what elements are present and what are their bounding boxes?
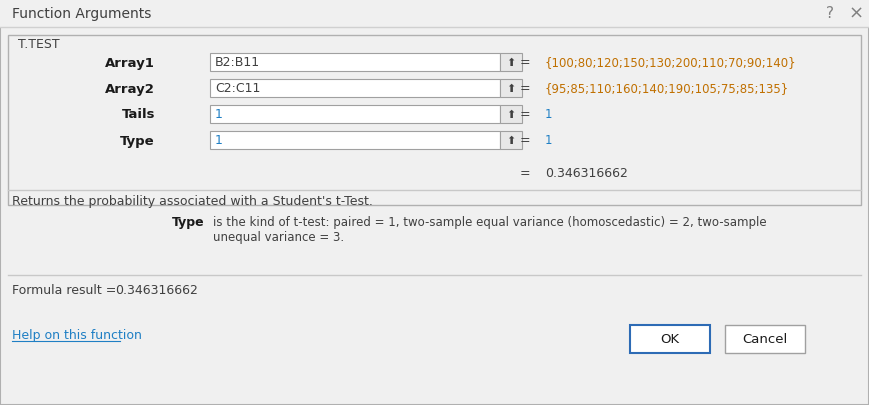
Text: Type: Type <box>121 134 155 147</box>
Bar <box>0 0 869 28</box>
Text: ⬆: ⬆ <box>507 136 515 146</box>
Text: ×: × <box>848 5 864 23</box>
Text: Tails: Tails <box>122 108 155 121</box>
Text: Help on this function: Help on this function <box>12 329 142 342</box>
Text: ⬆: ⬆ <box>507 110 515 120</box>
Bar <box>500 132 522 149</box>
Text: T.TEST: T.TEST <box>18 37 60 50</box>
Text: unequal variance = 3.: unequal variance = 3. <box>213 231 344 244</box>
Text: 1: 1 <box>545 134 553 147</box>
Text: =: = <box>520 134 530 147</box>
Bar <box>210 80 500 98</box>
Text: =: = <box>520 167 530 180</box>
Text: =: = <box>520 82 530 95</box>
Bar <box>210 106 500 124</box>
Text: Function Arguments: Function Arguments <box>12 7 151 21</box>
Text: ⬆: ⬆ <box>507 84 515 94</box>
Bar <box>500 106 522 124</box>
Bar <box>210 54 500 72</box>
Text: Returns the probability associated with a Student's t-Test.: Returns the probability associated with … <box>12 195 373 208</box>
Text: 0.346316662: 0.346316662 <box>545 167 628 180</box>
Text: is the kind of t-test: paired = 1, two-sample equal variance (homoscedastic) = 2: is the kind of t-test: paired = 1, two-s… <box>213 216 766 229</box>
Text: 0.346316662: 0.346316662 <box>115 284 198 297</box>
Text: B2:B11: B2:B11 <box>215 56 260 69</box>
Text: =: = <box>520 56 530 69</box>
Text: 1: 1 <box>215 134 222 147</box>
Text: =: = <box>520 108 530 121</box>
Text: {95;85;110;160;140;190;105;75;85;135}: {95;85;110;160;140;190;105;75;85;135} <box>545 82 789 95</box>
Text: OK: OK <box>660 333 680 345</box>
Bar <box>500 54 522 72</box>
Text: Cancel: Cancel <box>742 333 787 345</box>
Text: Array1: Array1 <box>105 56 155 69</box>
Text: Array2: Array2 <box>105 82 155 95</box>
Text: 1: 1 <box>215 108 222 121</box>
Bar <box>210 132 500 149</box>
Text: C2:C11: C2:C11 <box>215 82 261 95</box>
Text: 1: 1 <box>545 108 553 121</box>
Bar <box>725 325 805 353</box>
Bar <box>630 325 710 353</box>
Bar <box>8 36 861 205</box>
Text: ⬆: ⬆ <box>507 58 515 68</box>
Bar <box>500 80 522 98</box>
Text: ?: ? <box>826 6 834 21</box>
Text: Formula result =: Formula result = <box>12 284 116 297</box>
Text: {100;80;120;150;130;200;110;70;90;140}: {100;80;120;150;130;200;110;70;90;140} <box>545 56 797 69</box>
Text: Type: Type <box>172 216 205 229</box>
Bar <box>0 0 869 5</box>
